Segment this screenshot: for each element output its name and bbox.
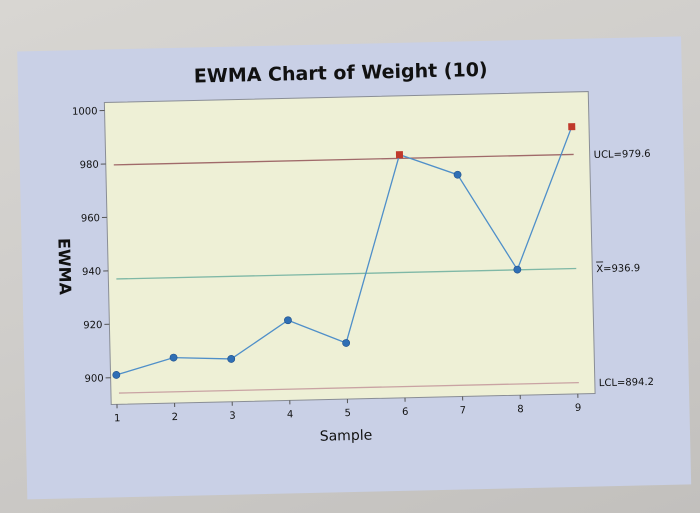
y-tick-label: 900 — [84, 373, 103, 384]
data-point — [227, 355, 236, 363]
y-axis-label: EWMA — [54, 238, 74, 296]
ref-line-ucl — [113, 153, 574, 166]
ewma-points — [112, 123, 576, 379]
control-limits: UCL=979.6 X=936.9 LCL=894.2 — [113, 149, 654, 394]
x-tick-label: 6 — [402, 407, 409, 418]
data-point — [453, 170, 462, 179]
plot-area — [103, 91, 596, 405]
y-tick-label: 960 — [81, 213, 100, 224]
y-tick-label: 1000 — [72, 106, 98, 118]
out-of-control-point — [395, 151, 404, 159]
x-tick-label: 2 — [172, 412, 179, 423]
x-tick-label: 7 — [460, 405, 467, 416]
ref-label-center: X=936.9 — [596, 263, 640, 275]
data-point — [284, 316, 292, 325]
x-tick-label: 3 — [229, 411, 236, 422]
x-tick-label: 5 — [344, 408, 351, 419]
x-tick-label: 1 — [114, 413, 121, 424]
x-axis: 1 2 3 4 5 6 7 8 9 — [114, 393, 582, 424]
data-point — [169, 353, 178, 362]
ref-line-center — [116, 267, 577, 280]
y-axis: 900 920 940 960 980 1000 — [72, 106, 111, 385]
y-tick-label: 980 — [80, 160, 99, 171]
out-of-control-point — [568, 123, 576, 131]
y-tick-label: 940 — [82, 267, 101, 278]
ref-line-lcl — [118, 381, 579, 394]
x-axis-label: Sample — [320, 428, 373, 445]
data-point — [112, 371, 121, 379]
data-point — [513, 265, 522, 274]
ref-label-ucl: UCL=979.6 — [594, 149, 651, 161]
x-tick-label: 4 — [287, 409, 294, 420]
x-tick-label: 9 — [575, 403, 582, 414]
y-tick-label: 920 — [83, 320, 102, 331]
x-tick-label: 8 — [517, 404, 524, 415]
ref-label-lcl: LCL=894.2 — [599, 377, 654, 389]
data-point — [342, 339, 351, 347]
